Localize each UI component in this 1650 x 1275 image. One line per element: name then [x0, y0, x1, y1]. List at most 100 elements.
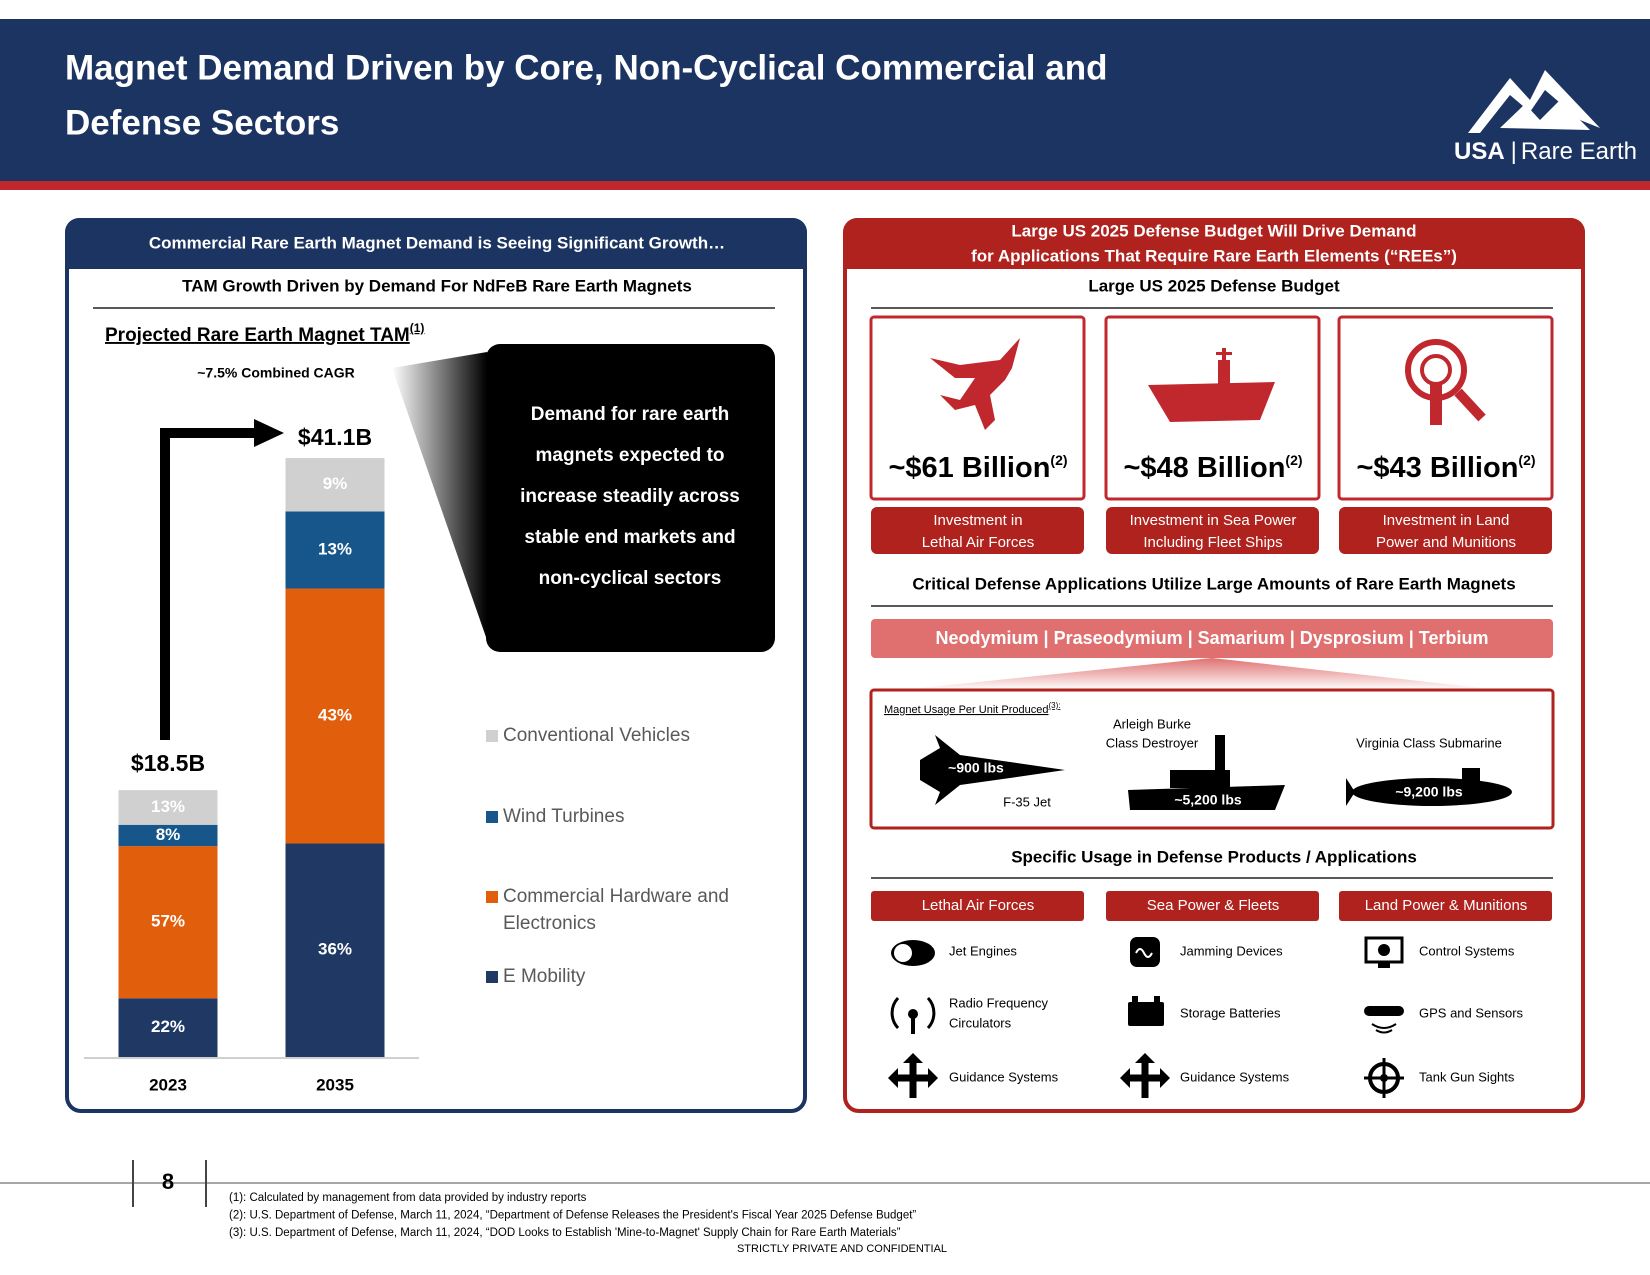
platform-name: Virginia Class Submarine: [1356, 735, 1502, 750]
budget-amount: ~$61 Billion(2): [888, 452, 1067, 484]
bar-segment: [285, 588, 385, 844]
budget-amount: ~$48 Billion(2): [1123, 452, 1302, 484]
budget-amount: ~$43 Billion(2): [1356, 452, 1535, 484]
slide-title: Magnet Demand Driven by Core, Non-Cyclic…: [65, 48, 1107, 87]
product-item: GPS and Sensors: [1419, 1005, 1524, 1020]
target-icon: [1405, 339, 1486, 425]
budget-note: (2): [1285, 452, 1302, 468]
budget-title: Large US 2025 Defense Budget: [1088, 276, 1340, 295]
elements-bar: [871, 619, 1553, 658]
right-banner: [843, 218, 1585, 269]
platform-weight: ~5,200 lbs: [1174, 792, 1242, 808]
bar-segment: [118, 846, 218, 999]
platform-weight: ~9,200 lbs: [1395, 784, 1463, 800]
product-category: Lethal Air Forces: [922, 897, 1035, 914]
elements-fan: [900, 658, 1500, 690]
budget-caption-box: [1339, 507, 1552, 554]
budget-box: [1104, 315, 1321, 501]
product-item: Radio Frequency: [949, 995, 1048, 1010]
footnote: (3): U.S. Department of Defense, March 1…: [229, 1227, 901, 1239]
product-item: Guidance Systems: [949, 1069, 1059, 1084]
confidentiality: STRICTLY PRIVATE AND CONFIDENTIAL: [737, 1243, 947, 1255]
left-banner: [65, 218, 807, 269]
platform-name: Class Destroyer: [1106, 735, 1199, 750]
budget-caption-box: [871, 507, 1084, 554]
platform-name: F-35 Jet: [1003, 794, 1051, 809]
bar-value-label: 9%: [323, 474, 348, 493]
legend-swatch: [486, 891, 498, 903]
budget-amount-text: ~$48 Billion: [1123, 452, 1285, 484]
product-category-box: [871, 891, 1084, 921]
product-item: Jamming Devices: [1180, 943, 1283, 958]
logo-mountains: [1468, 70, 1600, 133]
bar-total-label: $41.1B: [298, 424, 372, 450]
usage-note: (3):: [1048, 701, 1060, 710]
slide-title: Defense Sectors: [65, 103, 339, 142]
callout-text: non-cyclical sectors: [539, 568, 722, 589]
chart-title-note: (1): [410, 321, 425, 335]
right-banner-text: Large US 2025 Defense Budget Will Drive …: [1011, 221, 1416, 240]
jet-icon: [930, 338, 1020, 430]
budget-caption: Including Fleet Ships: [1143, 534, 1282, 551]
chart-title-text: Projected Rare Earth Magnet TAM: [105, 325, 410, 346]
budget-box: [869, 315, 1086, 501]
header-rule: [0, 181, 1650, 190]
elements-text: Neodymium | Praseodymium | Samarium | Dy…: [936, 628, 1489, 648]
budget-note: (2): [1050, 452, 1067, 468]
applications-title: Critical Defense Applications Utilize La…: [912, 574, 1515, 593]
product-category: Land Power & Munitions: [1365, 897, 1528, 914]
submarine-silhouette: [1346, 768, 1512, 806]
usage-title: Magnet Usage Per Unit Produced(3):: [884, 701, 1060, 716]
bar-value-label: 13%: [151, 797, 185, 816]
legend-swatch: [486, 730, 498, 742]
bar-value-label: 22%: [151, 1017, 185, 1036]
left-subtitle: TAM Growth Driven by Demand For NdFeB Ra…: [182, 276, 692, 295]
callout-text: Demand for rare earth: [531, 404, 730, 425]
budget-caption: Investment in: [933, 512, 1022, 529]
x-tick-label: 2023: [149, 1075, 187, 1094]
product-item: Control Systems: [1419, 943, 1515, 958]
bar-segment: [118, 998, 218, 1057]
legend-swatch: [486, 811, 498, 823]
logo-bold: USA: [1454, 138, 1505, 165]
budget-caption: Power and Munitions: [1376, 534, 1516, 551]
right-banner-text: for Applications That Require Rare Earth…: [971, 246, 1457, 265]
usage-title-text: Magnet Usage Per Unit Produced: [884, 704, 1048, 716]
footnote: (2): U.S. Department of Defense, March 1…: [229, 1210, 916, 1222]
platform-name: Arleigh Burke: [1113, 716, 1191, 731]
product-category-box: [1339, 891, 1552, 921]
budget-note: (2): [1518, 452, 1535, 468]
legend-label: Wind Turbines: [503, 806, 625, 827]
callout-wedge: [392, 352, 487, 640]
products-title: Specific Usage in Defense Products / App…: [1011, 847, 1417, 866]
bar-value-label: 8%: [156, 825, 181, 844]
budget-caption: Lethal Air Forces: [922, 534, 1035, 551]
chart-title: Projected Rare Earth Magnet TAM(1): [105, 321, 424, 346]
legend-label: Commercial Hardware and Electronics: [503, 886, 729, 934]
left-banner-text: Commercial Rare Earth Magnet Demand is S…: [149, 233, 725, 252]
product-icons: [888, 936, 1404, 1098]
bar-segment: [285, 458, 385, 512]
budget-box: [1337, 315, 1554, 501]
product-category-box: [1106, 891, 1319, 921]
bar-value-label: 43%: [318, 706, 352, 725]
product-item: Storage Batteries: [1180, 1005, 1281, 1020]
platform-weight: ~900 lbs: [948, 760, 1004, 776]
f35-silhouette: [920, 735, 1065, 805]
product-item: Guidance Systems: [1180, 1069, 1290, 1084]
callout-text: stable end markets and: [524, 527, 735, 548]
legend-label: Conventional Vehicles: [503, 725, 690, 746]
cagr-arrowhead: [254, 419, 284, 447]
bar-total-label: $18.5B: [131, 750, 205, 776]
budget-amount-text: ~$43 Billion: [1356, 452, 1518, 484]
callout-text: increase steadily across: [520, 486, 740, 507]
bar-segment: [118, 790, 218, 825]
product-item: Jet Engines: [949, 943, 1017, 958]
footnote: (1): Calculated by management from data …: [229, 1192, 587, 1204]
legend-swatch: [486, 971, 498, 983]
legend-label: E Mobility: [503, 966, 586, 987]
cagr-arrow: [160, 428, 258, 740]
bar-segment: [118, 824, 218, 847]
